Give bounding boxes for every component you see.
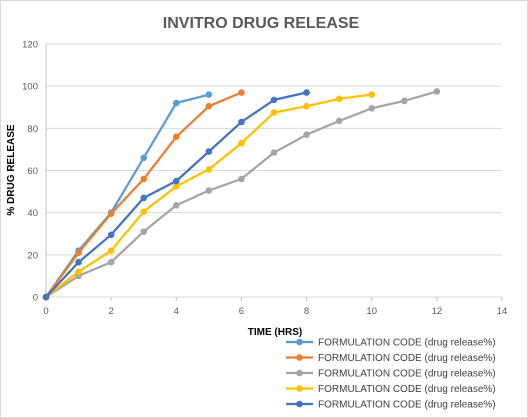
data-point xyxy=(205,166,213,173)
y-tick-labels: 0 20 40 60 80 100 120 xyxy=(22,40,38,304)
data-point xyxy=(107,247,115,254)
data-point xyxy=(205,91,213,98)
x-tick-label: 0 xyxy=(43,306,48,317)
x-tick-label: 14 xyxy=(497,306,508,317)
legend-marker xyxy=(296,354,303,361)
data-point xyxy=(140,154,148,162)
x-tick-label: 8 xyxy=(304,306,309,317)
legend-label: FORMULATION CODE (drug release%) xyxy=(318,400,496,411)
data-point xyxy=(270,109,278,116)
data-point xyxy=(238,118,245,126)
data-point xyxy=(238,139,245,147)
data-point xyxy=(172,201,180,209)
data-point xyxy=(140,208,148,215)
x-tick-label: 10 xyxy=(366,306,377,317)
data-point xyxy=(400,97,408,105)
legend-label: FORMULATION CODE (drug release%) xyxy=(318,384,496,395)
legend-label: FORMULATION CODE (drug release%) xyxy=(318,353,496,364)
data-point xyxy=(172,183,180,190)
y-tick-label: 100 xyxy=(22,82,38,93)
y-tick-label: 40 xyxy=(27,208,38,219)
series-line xyxy=(45,93,372,298)
data-point xyxy=(368,105,376,112)
legend-marker xyxy=(296,338,303,346)
data-point xyxy=(368,91,376,98)
y-tick-label: 0 xyxy=(33,293,38,304)
legend-marker xyxy=(296,385,303,392)
y-tick-label: 20 xyxy=(27,250,38,261)
legend-marker xyxy=(296,400,303,408)
legend-label: FORMULATION CODE (drug release%) xyxy=(318,338,496,349)
data-point xyxy=(238,89,245,96)
x-tick-label: 4 xyxy=(174,306,179,317)
data-point xyxy=(433,88,441,95)
data-point xyxy=(270,149,278,156)
data-point xyxy=(75,249,82,257)
data-point xyxy=(335,95,343,103)
data-point xyxy=(107,210,115,218)
legend-marker xyxy=(296,369,303,377)
x-axis-title: TIME (HRS) xyxy=(248,327,302,338)
x-tick-label: 2 xyxy=(108,306,113,317)
y-axis-title: % DRUG RELEASE xyxy=(6,124,17,215)
series-group xyxy=(42,88,441,301)
data-point xyxy=(205,148,213,155)
data-point xyxy=(140,194,148,202)
x-tick-labels: 0 2 4 6 8 10 12 14 xyxy=(43,306,507,317)
y-tick-label: 60 xyxy=(27,166,38,177)
data-point xyxy=(140,228,148,235)
data-point xyxy=(238,175,245,183)
data-point xyxy=(75,258,82,266)
x-tick-label: 12 xyxy=(432,306,443,317)
y-tick-label: 120 xyxy=(22,40,38,51)
data-point xyxy=(107,258,115,266)
data-point xyxy=(75,268,82,276)
data-point xyxy=(335,117,343,125)
chart-title: INVITRO DRUG RELEASE xyxy=(163,15,360,32)
data-point xyxy=(172,133,180,141)
y-tick-label: 80 xyxy=(27,124,38,135)
data-point xyxy=(270,96,278,104)
data-point xyxy=(303,89,310,96)
data-point xyxy=(205,187,213,194)
data-point xyxy=(172,99,180,107)
legend: FORMULATION CODE (drug release%) FORMULAT… xyxy=(286,338,496,411)
data-point xyxy=(140,175,148,183)
data-point xyxy=(107,231,115,239)
data-point xyxy=(42,293,50,301)
data-point xyxy=(172,177,180,185)
data-point xyxy=(205,102,213,110)
data-point xyxy=(303,131,310,138)
x-tick-label: 6 xyxy=(239,306,244,317)
data-point xyxy=(303,102,310,110)
legend-label: FORMULATION CODE (drug release%) xyxy=(318,369,496,380)
